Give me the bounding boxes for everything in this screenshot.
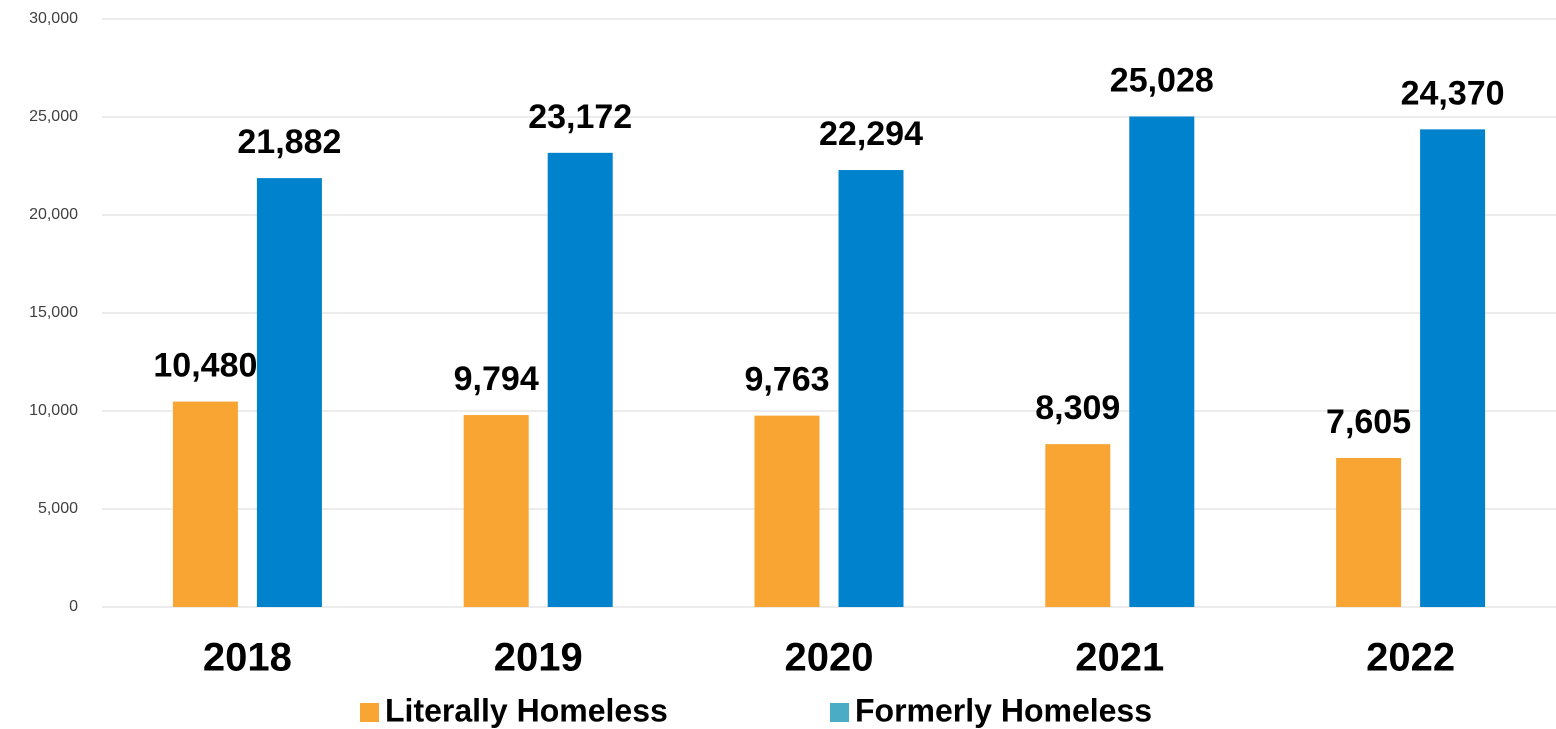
legend-swatch [830,703,849,722]
bar [1045,444,1111,607]
y-tick-label: 10,000 [29,402,78,419]
data-label: 8,309 [1035,389,1120,427]
y-tick-label: 15,000 [29,304,78,321]
bar [172,401,238,607]
x-tick-label: 2021 [1075,636,1164,680]
bar [1336,457,1402,607]
bar [463,415,529,607]
bar [256,178,322,607]
y-tick-label: 5,000 [38,500,78,517]
x-tick-label: 2018 [203,636,292,680]
legend-swatch [360,703,379,722]
bar [838,170,904,607]
bar [1129,116,1195,607]
data-label: 7,605 [1326,403,1411,441]
x-tick-label: 2019 [494,636,583,680]
data-label: 23,172 [528,98,632,136]
y-tick-label: 25,000 [29,108,78,125]
data-label: 22,294 [819,115,923,153]
data-label: 9,763 [744,361,829,399]
y-tick-label: 30,000 [29,10,78,27]
legend-label: Literally Homeless [385,692,668,728]
data-label: 9,794 [454,360,539,398]
bar [1420,129,1486,607]
data-label: 21,882 [237,123,341,161]
x-tick-label: 2020 [785,636,874,680]
data-label: 25,028 [1110,61,1214,99]
bar [547,152,613,607]
y-tick-label: 0 [69,598,78,615]
x-tick-label: 2022 [1366,636,1455,680]
bar [754,415,820,607]
data-label: 10,480 [153,347,257,385]
legend-label: Formerly Homeless [855,692,1152,728]
y-tick-label: 20,000 [29,206,78,223]
data-label: 24,370 [1401,74,1505,112]
